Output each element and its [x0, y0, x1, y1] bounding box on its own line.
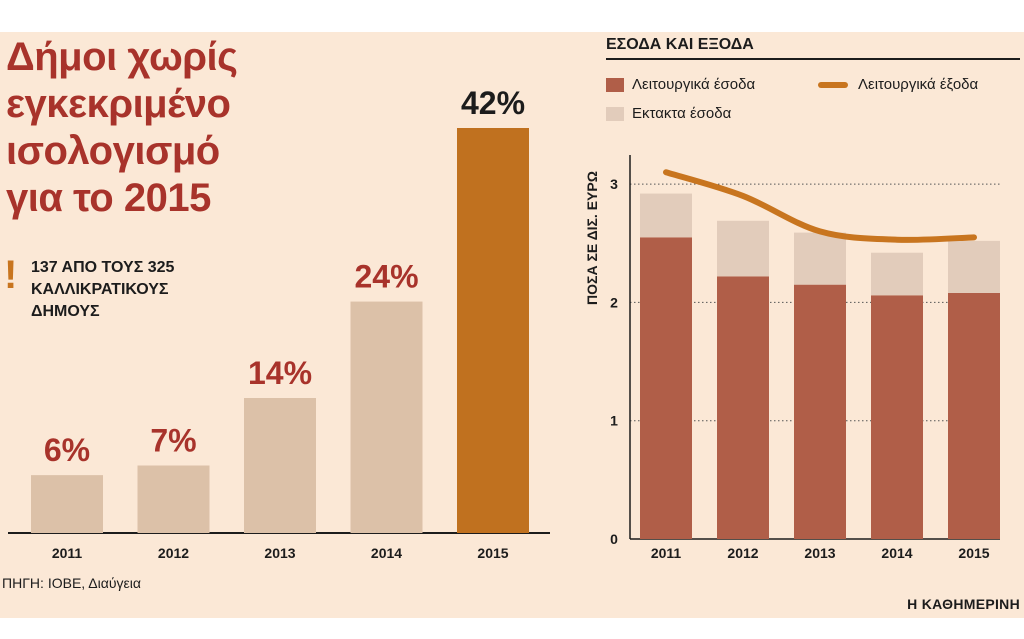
- bar: [31, 475, 103, 533]
- x-tick-label: 2011: [52, 545, 83, 561]
- x-tick-label: 2011: [651, 545, 682, 561]
- y-tick-label: 1: [610, 413, 618, 429]
- x-tick-label: 2014: [881, 545, 912, 561]
- x-tick-label: 2013: [264, 545, 295, 561]
- bar: [244, 398, 316, 533]
- title-rule: [606, 58, 1020, 60]
- bar-extraordinary-revenue: [717, 220, 769, 277]
- legend-label: Λειτουργικά έσοδα: [632, 76, 756, 93]
- bar-extraordinary-revenue: [871, 252, 923, 296]
- legend-swatch: [606, 77, 624, 92]
- bar-extraordinary-revenue: [948, 240, 1000, 293]
- chart-subtitle: 137 ΑΠΟ ΤΟΥΣ 325 ΚΑΛΛΙΚΡΑΤΙΚΟΥΣ ΔΗΜΟΥΣ: [31, 259, 175, 320]
- line-operating-expenses: [663, 169, 977, 243]
- bar-extraordinary-revenue: [794, 232, 846, 285]
- exclamation-icon: !: [4, 253, 18, 297]
- y-tick-label: 2: [610, 294, 618, 310]
- x-tick-label: 2012: [727, 545, 758, 561]
- bar-operating-revenue: [717, 276, 769, 539]
- x-tick-label: 2015: [477, 545, 508, 561]
- legend-swatch: [818, 81, 848, 88]
- publisher-logo: Η ΚΑΘΗΜΕΡΙΝΗ: [907, 596, 1020, 612]
- bar: [350, 301, 423, 533]
- bar-operating-revenue: [640, 237, 692, 539]
- source-note: ΠΗΓΗ: ΙΟΒΕ, Διαύγεια: [2, 575, 141, 591]
- data-label: 42%: [461, 85, 525, 121]
- y-axis-title: ΠΟΣΑ ΣΕ ΔΙΣ. ΕΥΡΩ: [584, 171, 600, 305]
- bar-operating-revenue: [871, 295, 923, 539]
- y-tick-label: 0: [610, 531, 618, 547]
- data-label: 14%: [248, 355, 312, 391]
- bar-extraordinary-revenue: [640, 193, 692, 238]
- x-tick-label: 2015: [958, 545, 989, 561]
- legend-label: Εκτακτα έσοδα: [632, 105, 732, 122]
- bar-operating-revenue: [794, 284, 846, 539]
- data-label: 7%: [150, 423, 196, 459]
- legend-item-extraordinary-revenue: Εκτακτα έσοδα: [606, 105, 731, 122]
- data-label: 6%: [44, 432, 90, 468]
- legend-label: Λειτουργικά έξοδα: [858, 76, 979, 93]
- bar-operating-revenue: [948, 292, 1000, 539]
- legend-swatch: [606, 106, 624, 121]
- x-tick-label: 2013: [804, 545, 835, 561]
- data-label: 24%: [354, 259, 418, 295]
- bar: [457, 128, 529, 533]
- chart-title: Δήμοι χωρίς εγκεκριμένο ισολογισμό για τ…: [6, 35, 238, 220]
- x-tick-label: 2014: [371, 545, 402, 561]
- bar: [137, 465, 210, 533]
- y-tick-label: 3: [610, 176, 618, 192]
- x-tick-label: 2012: [158, 545, 189, 561]
- right-chart-title: ΕΣΟΔΑ ΚΑΙ ΕΞΟΔΑ: [606, 36, 754, 53]
- legend-item-operating-revenue: Λειτουργικά έσοδα: [606, 76, 755, 93]
- legend-item-operating-expenses: Λειτουργικά έξοδα: [818, 76, 978, 93]
